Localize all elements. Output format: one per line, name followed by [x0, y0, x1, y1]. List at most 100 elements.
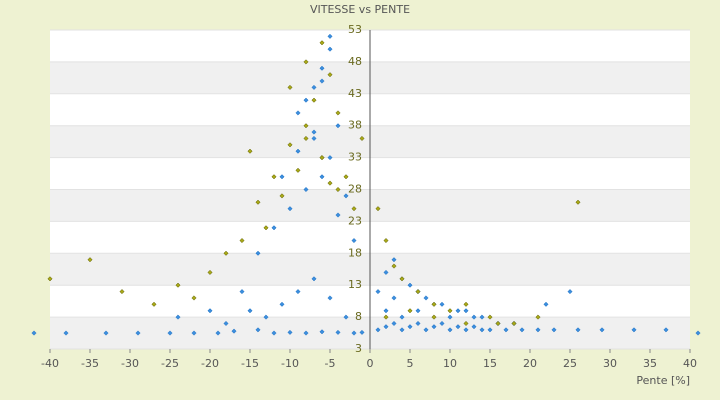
point: [463, 301, 469, 307]
point: [695, 330, 701, 336]
point: [87, 257, 93, 263]
point: [175, 314, 181, 320]
point: [511, 320, 517, 327]
point: [319, 155, 325, 161]
point: [503, 327, 509, 333]
point: [455, 308, 461, 314]
point: [575, 327, 581, 333]
y-tick-label: 3: [355, 342, 362, 355]
point: [431, 301, 437, 307]
point: [135, 330, 141, 336]
point: [319, 174, 325, 180]
point: [471, 314, 477, 320]
point: [431, 314, 437, 320]
point: [543, 301, 549, 307]
x-tick-label: -25: [161, 357, 179, 370]
point: [487, 327, 493, 333]
point: [279, 301, 285, 307]
point: [191, 330, 197, 336]
x-tick-label: 30: [603, 357, 617, 370]
point: [311, 276, 317, 282]
point: [327, 46, 333, 52]
point: [391, 263, 397, 269]
point: [279, 174, 285, 180]
point: [631, 327, 637, 333]
x-tick-label: 25: [563, 357, 577, 370]
point: [383, 308, 389, 314]
point: [215, 330, 221, 336]
point: [479, 327, 485, 333]
point: [423, 327, 429, 333]
point: [239, 237, 245, 244]
point: [359, 329, 365, 335]
point: [327, 155, 333, 161]
x-tick-label: -10: [281, 357, 299, 370]
point: [287, 329, 293, 335]
y-tick-label: 38: [348, 119, 362, 132]
point: [495, 320, 501, 327]
y-tick-label: 33: [348, 151, 362, 164]
point: [383, 269, 389, 275]
point: [535, 314, 541, 320]
x-axis-label: Pente [%]: [636, 374, 690, 387]
point: [151, 301, 157, 307]
x-tick-label: -35: [81, 357, 99, 370]
point: [247, 148, 253, 154]
point: [279, 193, 285, 199]
point: [327, 33, 333, 39]
point: [207, 269, 213, 275]
point: [431, 324, 437, 330]
y-tick-label: 18: [348, 246, 362, 259]
x-tick-label: -30: [121, 357, 139, 370]
x-tick-label: -40: [41, 357, 59, 370]
point: [375, 206, 381, 212]
point: [103, 330, 109, 336]
point: [319, 65, 325, 71]
point: [407, 282, 413, 288]
point: [663, 327, 669, 333]
y-tick-label: 8: [355, 310, 362, 323]
point: [207, 308, 213, 314]
point: [463, 327, 469, 333]
point: [327, 72, 333, 78]
point: [287, 206, 293, 212]
point: [351, 206, 357, 212]
point: [311, 84, 317, 90]
point: [223, 320, 229, 327]
point: [399, 314, 405, 320]
point: [407, 324, 413, 330]
point: [567, 289, 573, 295]
x-tick-label: 10: [443, 357, 457, 370]
y-tick-label: 43: [348, 87, 362, 100]
point: [287, 84, 293, 90]
point: [303, 59, 309, 65]
point: [407, 308, 413, 314]
point: [167, 330, 173, 336]
point: [271, 174, 277, 180]
point: [255, 250, 261, 256]
point: [375, 289, 381, 295]
point: [423, 295, 429, 301]
point: [303, 186, 309, 193]
point: [319, 329, 325, 335]
point: [303, 330, 309, 336]
point: [343, 314, 349, 320]
point: [271, 330, 277, 336]
point: [263, 225, 269, 231]
x-tick-label: 40: [683, 357, 697, 370]
point: [295, 110, 301, 116]
point: [311, 129, 317, 135]
point: [327, 295, 333, 301]
point: [63, 330, 69, 336]
point: [319, 78, 325, 84]
point: [295, 289, 301, 295]
point: [351, 237, 357, 244]
point: [255, 327, 261, 333]
point: [415, 308, 421, 314]
y-tick-label: 28: [348, 183, 362, 196]
point: [303, 97, 309, 103]
point: [383, 324, 389, 330]
x-tick-label: 5: [407, 357, 414, 370]
point: [551, 327, 557, 333]
